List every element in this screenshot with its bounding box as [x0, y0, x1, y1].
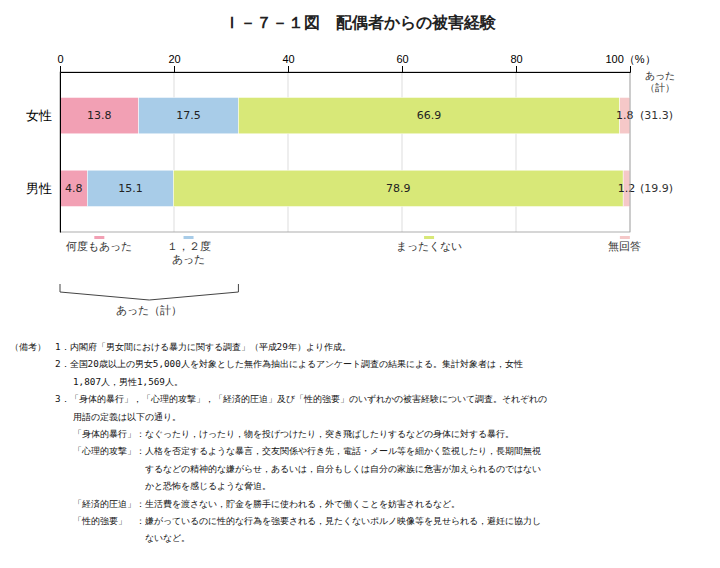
grid — [60, 72, 630, 232]
x-axis-line — [61, 66, 631, 73]
y-axis-line — [60, 73, 61, 233]
grid-line — [174, 72, 175, 232]
x-tick-label: 60 — [396, 53, 408, 65]
x-tick: 20 — [168, 53, 180, 72]
x-tick: 80 — [510, 53, 522, 72]
bars — [60, 97, 630, 206]
data-label: 17.5 — [176, 109, 201, 122]
totals-title: あった（計） — [645, 70, 675, 93]
x-tick-mark — [630, 66, 631, 72]
x-tick-mark — [60, 66, 61, 72]
brace: あった（計） — [60, 284, 238, 317]
x-axis: 0 20 40 60 80 100（%） — [57, 53, 655, 73]
segment-label: 無回答 — [608, 240, 641, 253]
note: 「身体的暴行」：なぐったり，けったり，物を投げつけたり，突き飛ばしたりするなどの… — [10, 428, 514, 439]
total-label: (31.3) — [640, 109, 673, 122]
data-label: 15.1 — [118, 182, 143, 195]
data-label: 13.8 — [87, 109, 112, 122]
notes: （備考） 1．内閣府「男女間における暴力に関する調査」（平成29年）より作成。 … — [10, 341, 547, 543]
x-tick-label: 100（%） — [605, 53, 655, 65]
text-line: あった — [645, 70, 675, 81]
text-line: あった — [172, 253, 205, 266]
data-label: 66.9 — [417, 109, 442, 122]
text-line: １，２度 — [167, 240, 211, 253]
data-label: 78.9 — [386, 182, 411, 195]
y-tick-label: 男性 — [26, 181, 52, 196]
note: 3．「身体的暴行」，「心理的攻撃」，「経済的圧迫」及び「性的強要」のいずれかの被… — [10, 393, 547, 404]
brace-label: あった（計） — [116, 304, 182, 317]
note: するなどの精神的な嫌がらせ，あるいは，自分もしくは自分の家族に危害が加えられるの… — [10, 463, 541, 474]
grid-line — [516, 72, 517, 232]
x-tick-mark — [288, 66, 289, 72]
y-tick: 男性 — [26, 181, 60, 196]
note: 「性的強要」 ：嫌がっているのに性的な行為を強要される，見たくないポルノ映像等を… — [10, 515, 541, 526]
data-label: 1.8 — [616, 109, 634, 122]
y-tick-label: 女性 — [26, 108, 52, 123]
segment-swatch — [424, 236, 434, 239]
grid-line — [402, 72, 403, 232]
x-tick-mark — [402, 66, 403, 72]
chart: Ｉ－７－１図 配偶者からの被害経験 13.8 17.5 66.9 1.8 4.8 15.1 7… — [0, 0, 720, 568]
segment-swatch — [620, 236, 630, 239]
x-tick-label: 40 — [282, 53, 294, 65]
note: （備考） 1．内閣府「男女間における暴力に関する調査」（平成29年）より作成。 — [10, 341, 351, 352]
segment-labels: 何度もあった １，２度あった まったくない 無回答 — [66, 236, 641, 266]
note: 1,807人，男性1,569人。 — [10, 376, 183, 387]
bar — [87, 170, 173, 206]
bar — [173, 170, 623, 206]
segment-label: まったくない — [396, 240, 462, 253]
x-tick: 60 — [396, 53, 408, 72]
note: かと恐怖を感じるような脅迫。 — [10, 480, 271, 491]
note: 用語の定義は以下の通り。 — [10, 411, 181, 422]
x-tick-label: 0 — [57, 53, 63, 65]
bar — [139, 97, 239, 133]
brace-line — [60, 284, 238, 300]
y-tick: 女性 — [26, 108, 60, 123]
note: 2．全国20歳以上の男女5,000人を対象とした無作為抽出によるアンケート調査の… — [10, 358, 523, 369]
plot-frame — [60, 72, 630, 232]
note: 「経済的圧迫」：生活費を渡さない，貯金を勝手に使われる，外で働くことを妨害される… — [10, 498, 460, 509]
text-line: 無回答 — [608, 240, 641, 253]
note: ないなど。 — [10, 532, 190, 543]
total-label: (19.9) — [640, 182, 673, 195]
grid-line — [288, 72, 289, 232]
text-line: （計） — [645, 82, 675, 93]
x-tick-label: 20 — [168, 53, 180, 65]
bar — [60, 97, 139, 133]
x-tick: 100（%） — [605, 53, 655, 72]
x-tick-mark — [516, 66, 517, 72]
segment-swatch — [184, 236, 194, 239]
y-axis: 女性男性 — [26, 73, 61, 233]
x-tick-mark — [174, 66, 175, 72]
text-line: まったくない — [396, 240, 462, 253]
data-label: 1.2 — [618, 182, 636, 195]
text-line: 何度もあった — [66, 240, 132, 253]
title: Ｉ－７－１図 配偶者からの被害経験 — [224, 13, 497, 32]
totals: あった（計） (31.3) (19.9) — [640, 70, 675, 195]
data-label: 4.8 — [65, 182, 83, 195]
segment-label: １，２度あった — [167, 240, 211, 266]
data-labels: 13.8 17.5 66.9 1.8 4.8 15.1 78.9 1.2 — [65, 109, 635, 195]
note: 「心理的攻撃」：人格を否定するような暴言，交友関係や行き先，電話・メール等を細か… — [10, 445, 541, 456]
x-tick: 40 — [282, 53, 294, 72]
segment-label: 何度もあった — [66, 240, 132, 253]
x-tick: 0 — [57, 53, 63, 72]
bar — [238, 97, 619, 133]
segment-swatch — [94, 236, 104, 239]
bar — [60, 170, 87, 206]
x-tick-label: 80 — [510, 53, 522, 65]
